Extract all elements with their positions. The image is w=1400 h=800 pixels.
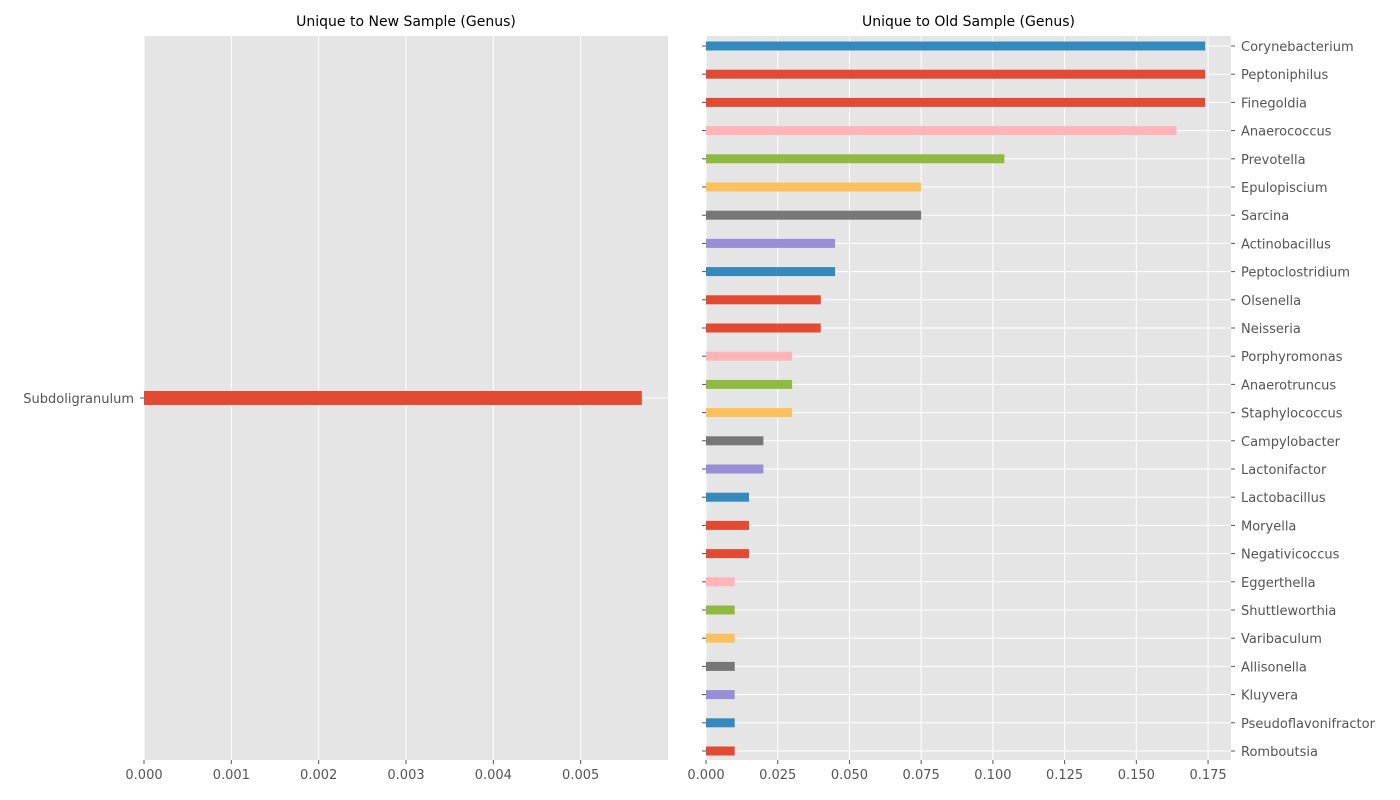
category-label-campylobacter: Campylobacter [1241,435,1341,450]
category-label-actinobacillus: Actinobacillus [1241,237,1331,252]
category-label-anaerococcus: Anaerococcus [1241,125,1332,140]
old-sample-panel: 0.000 0.025 0.050 0.075 0.100 0.125 0.150 0.175… [687,14,1375,783]
bar-allisonella [706,661,735,671]
bar-subdoligranulum [144,391,642,405]
category-label-neisseria: Neisseria [1241,322,1301,337]
bar-pseudoflavonifractor [706,718,735,728]
bar-olsenella [706,295,821,305]
category-label-moryella: Moryella [1241,519,1296,534]
category-label-anaerotruncus: Anaerotruncus [1241,378,1336,393]
category-label-lactobacillus: Lactobacillus [1241,491,1326,506]
new-x-tick-label: 0.004 [475,768,512,783]
category-label-corynebacterium: Corynebacterium [1241,40,1354,55]
old-chart-title: Unique to Old Sample (Genus) [862,14,1075,30]
bar-varibaculum [706,633,735,643]
bar-campylobacter [706,436,764,446]
new-chart-title: Unique to New Sample (Genus) [296,14,516,30]
new-x-tick-label: 0.001 [213,768,250,783]
category-label-porphyromonas: Porphyromonas [1241,350,1343,365]
bar-finegoldia [706,97,1206,107]
bar-neisseria [706,323,821,333]
category-label-peptoclostridium: Peptoclostridium [1241,266,1350,281]
category-label-olsenella: Olsenella [1241,294,1301,309]
old-x-tick-label: 0.100 [974,768,1011,783]
bar-romboutsia [706,746,735,756]
bar-peptoclostridium [706,267,836,277]
new-sample-panel: 0.000 0.001 0.002 0.003 0.004 0.005 Subdoligra… [23,14,668,783]
category-label-staphylococcus: Staphylococcus [1241,407,1343,422]
category-label-negativicoccus: Negativicoccus [1241,548,1340,563]
category-label-romboutsia: Romboutsia [1241,745,1318,760]
category-label-kluyvera: Kluyvera [1241,689,1298,704]
old-x-tick-label: 0.125 [1046,768,1083,783]
old-x-tick-label: 0.025 [759,768,796,783]
bar-negativicoccus [706,549,750,559]
bar-corynebacterium [706,41,1206,51]
old-x-tick-label: 0.175 [1189,768,1226,783]
bar-kluyvera [706,690,735,700]
bar-anaerococcus [706,126,1177,136]
category-label-shuttleworthia: Shuttleworthia [1241,604,1336,619]
bar-porphyromonas [706,351,793,361]
bar-shuttleworthia [706,605,735,615]
old-x-tick-label: 0.000 [687,768,724,783]
bar-anaerotruncus [706,379,793,389]
bar-epulopiscium [706,182,922,192]
category-label-finegoldia: Finegoldia [1241,96,1307,111]
category-label-eggerthella: Eggerthella [1241,576,1316,591]
bar-peptoniphilus [706,69,1206,79]
bar-lactobacillus [706,492,750,502]
category-label-pseudoflavonifractor: Pseudoflavonifractor [1241,717,1376,732]
category-label-lactonifactor: Lactonifactor [1241,463,1327,478]
new-x-tick-label: 0.002 [300,768,337,783]
bar-lactonifactor [706,464,764,474]
bar-prevotella [706,154,1005,164]
new-x-tick-label: 0.000 [125,768,162,783]
bar-moryella [706,520,750,530]
category-label-subdoligranulum: Subdoligranulum [23,392,134,407]
bar-actinobacillus [706,238,836,248]
category-label-allisonella: Allisonella [1241,660,1307,675]
old-x-tick-label: 0.050 [831,768,868,783]
bar-staphylococcus [706,408,793,418]
old-plot-area [706,36,1231,760]
new-x-tick-label: 0.003 [387,768,424,783]
category-label-prevotella: Prevotella [1241,153,1306,168]
bar-sarcina [706,210,922,220]
category-label-sarcina: Sarcina [1241,209,1289,224]
bar-eggerthella [706,577,735,587]
category-label-epulopiscium: Epulopiscium [1241,181,1328,196]
new-x-tick-label: 0.005 [562,768,599,783]
category-label-peptoniphilus: Peptoniphilus [1241,68,1328,83]
old-x-tick-label: 0.075 [903,768,940,783]
old-x-tick-label: 0.150 [1118,768,1155,783]
category-label-varibaculum: Varibaculum [1241,632,1322,647]
